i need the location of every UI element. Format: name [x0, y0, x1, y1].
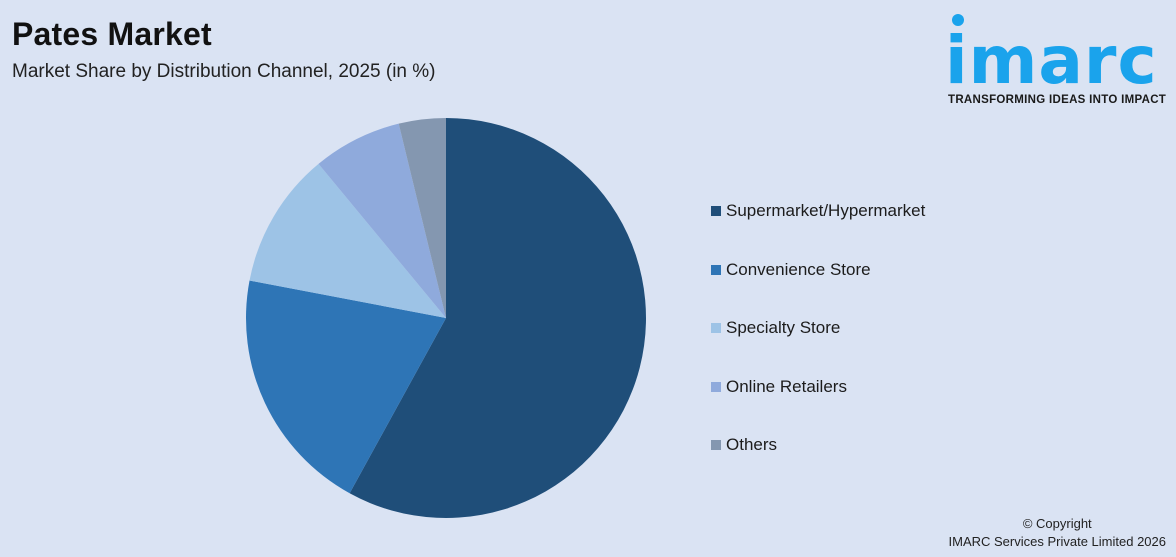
- legend-item-convenience: Convenience Store: [711, 259, 925, 281]
- legend-label: Online Retailers: [726, 376, 847, 396]
- legend-swatch-icon: [711, 381, 721, 392]
- copyright-line-1: © Copyright: [1022, 516, 1092, 531]
- copyright-notice: © Copyright IMARC Services Private Limit…: [949, 515, 1166, 551]
- logo-dot-icon: [952, 14, 964, 26]
- pie-slice-supermarket: [349, 118, 646, 518]
- legend-label: Specialty Store: [726, 318, 841, 338]
- legend-label: Convenience Store: [726, 259, 871, 279]
- pie-slice-convenience: [246, 280, 446, 494]
- legend-item-specialty: Specialty Store: [711, 317, 925, 339]
- pie-slice-specialty: [249, 163, 446, 318]
- legend-item-others: Others: [711, 434, 925, 456]
- legend-label: Supermarket/Hypermarket: [726, 201, 926, 220]
- legend-item-online: Online Retailers: [711, 376, 925, 398]
- legend-label: Others: [726, 435, 778, 455]
- chart-title: Pates Market: [12, 16, 212, 52]
- pie-slice-online: [318, 123, 446, 319]
- legend-swatch-icon: [711, 206, 721, 216]
- chart-subtitle: Market Share by Distribution Channel, 20…: [12, 61, 436, 82]
- legend-swatch-icon: [711, 264, 721, 275]
- legend-item-supermarket: Supermarket/Hypermarket: [711, 200, 925, 222]
- imarc-logo: imarc TRANSFORMING IDEAS INTO IMPACT: [945, 10, 1170, 110]
- logo-tagline: TRANSFORMING IDEAS INTO IMPACT: [948, 94, 1167, 106]
- copyright-line-2: IMARC Services Private Limited 2026: [948, 534, 1166, 549]
- legend-swatch-icon: [711, 440, 721, 451]
- logo-wordmark: imarc: [945, 22, 1158, 99]
- legend-swatch-icon: [711, 323, 721, 334]
- pie-slice-others: [398, 118, 446, 318]
- chart-legend: Supermarket/Hypermarket Convenience Stor…: [711, 200, 925, 493]
